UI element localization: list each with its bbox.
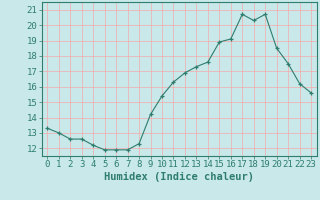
X-axis label: Humidex (Indice chaleur): Humidex (Indice chaleur) (104, 172, 254, 182)
